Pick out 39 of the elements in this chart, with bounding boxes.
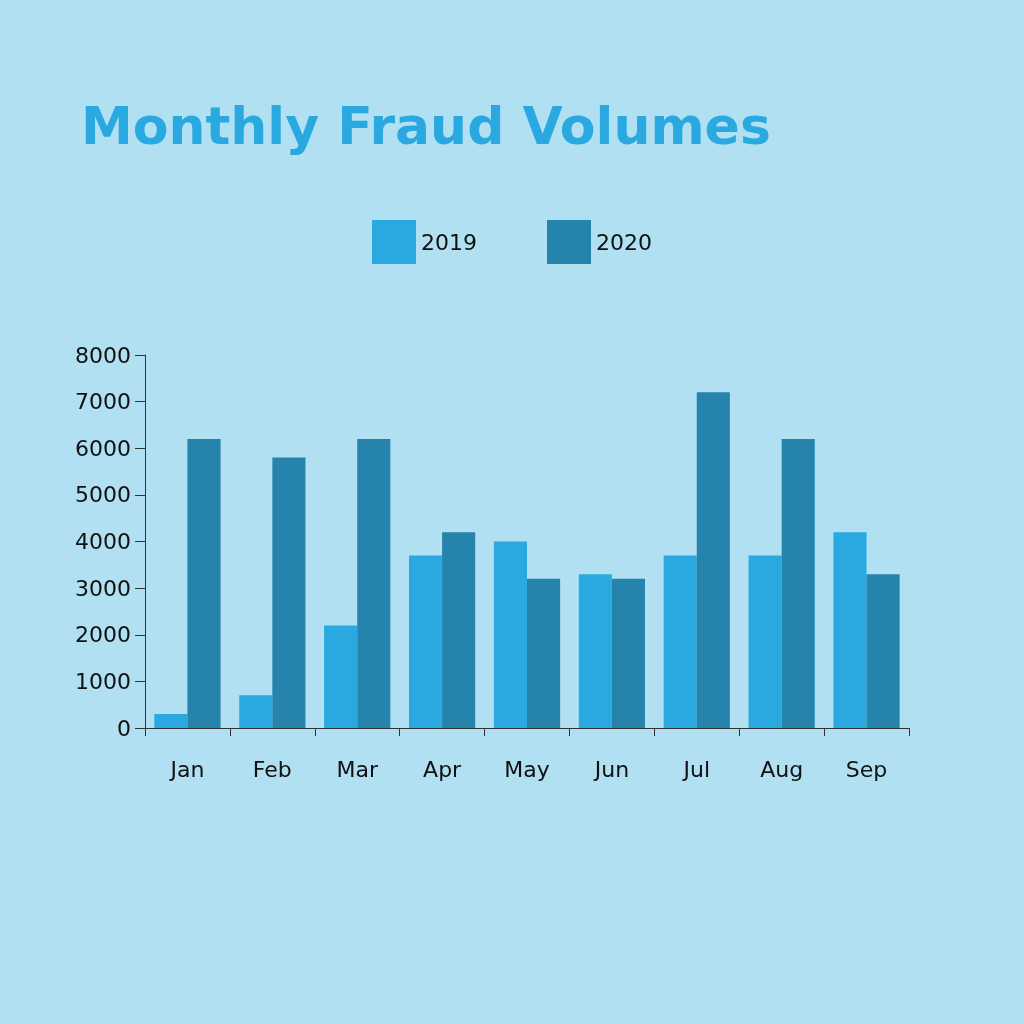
bar [272, 457, 306, 728]
x-tick-label: Jun [592, 756, 630, 782]
bar [239, 695, 273, 728]
bar [781, 438, 815, 728]
x-tick-label: May [504, 756, 550, 782]
y-tick-label: 2000 [75, 622, 131, 648]
bar [696, 392, 730, 728]
bar [154, 714, 188, 728]
legend-label: 2020 [596, 229, 652, 255]
bar [493, 541, 527, 728]
bar [748, 555, 782, 728]
y-tick-label: 5000 [75, 482, 131, 508]
x-tick-label: Feb [252, 756, 292, 782]
y-tick-label: 4000 [75, 529, 131, 554]
bar [663, 555, 697, 728]
bar [527, 578, 561, 728]
x-tick-label: Sep [845, 756, 888, 782]
x-tick-label: Jul [681, 756, 711, 782]
bar [578, 574, 612, 728]
bar [187, 438, 221, 728]
y-tick-label: 3000 [75, 575, 131, 601]
bar [611, 578, 645, 728]
y-tick-label: 1000 [75, 668, 131, 694]
bar [866, 574, 900, 728]
bar [357, 438, 391, 728]
y-tick-label: 8000 [75, 342, 131, 368]
y-tick-label: 0 [117, 715, 131, 741]
chart-title: Monthly Fraud Volumes [81, 96, 771, 156]
bar [442, 532, 476, 728]
x-tick-label: Mar [336, 756, 379, 782]
y-tick-label: 6000 [75, 435, 131, 461]
bar [409, 555, 443, 728]
x-tick-label: Aug [760, 756, 804, 782]
bar [324, 625, 358, 728]
x-tick-label: Jan [168, 756, 205, 782]
x-tick-label: Apr [423, 756, 463, 782]
bar [833, 532, 867, 728]
legend-label: 2019 [421, 229, 478, 255]
y-tick-label: 7000 [75, 389, 131, 415]
